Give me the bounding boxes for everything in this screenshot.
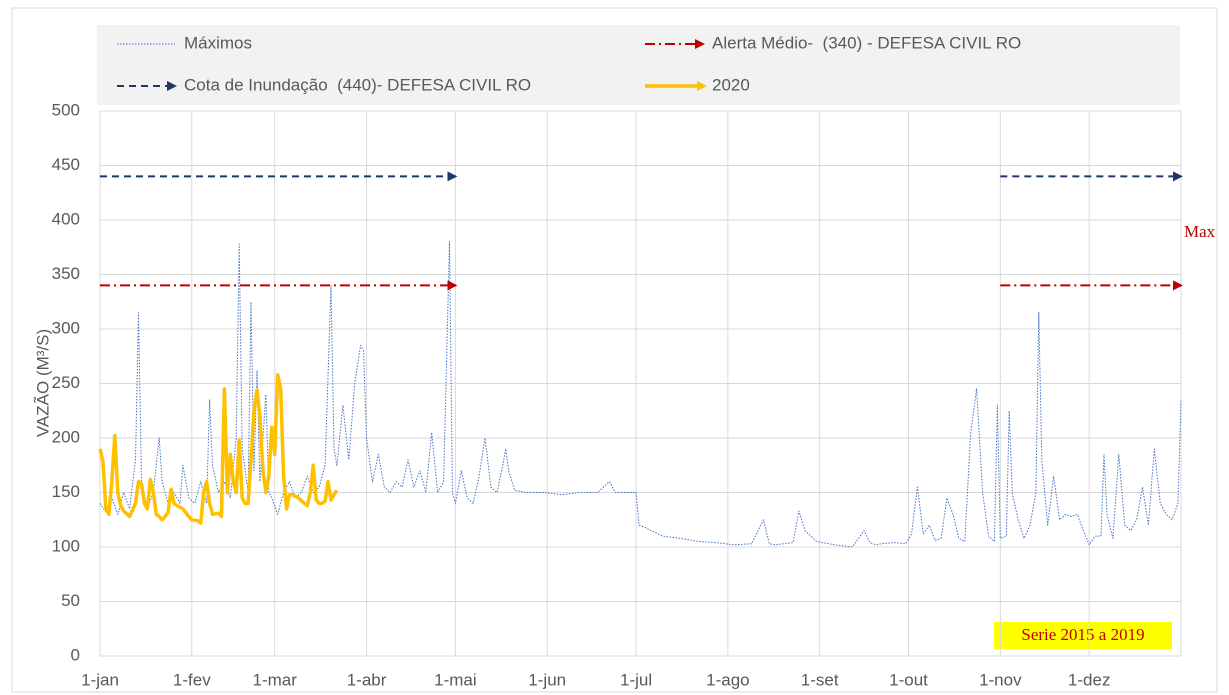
- x-tick-label: 1-dez: [1068, 670, 1111, 689]
- annotation-box: [994, 622, 1172, 649]
- y-tick-label: 500: [52, 100, 80, 119]
- y-tick-label: 400: [52, 209, 80, 228]
- legend-label: Cota de Inundação (440)- DEFESA CIVIL RO: [184, 75, 531, 94]
- x-tick-label: 1-jan: [81, 670, 119, 689]
- series-line: [99, 241, 1182, 548]
- legend-box: [97, 25, 1180, 105]
- x-tick-label: 1-ago: [706, 670, 749, 689]
- annotation: Serie 2015 a 2019: [1021, 625, 1144, 644]
- annotation: Max: [1184, 222, 1216, 241]
- series-line: [98, 373, 339, 525]
- x-tick-label: 1-fev: [173, 670, 211, 689]
- y-tick-label: 0: [71, 645, 80, 664]
- y-tick-label: 150: [52, 482, 80, 501]
- legend-label: Alerta Médio- (340) - DEFESA CIVIL RO: [712, 33, 1021, 52]
- x-tick-label: 1-abr: [347, 670, 387, 689]
- chart-border: [11, 7, 1218, 693]
- x-tick-label: 1-jul: [620, 670, 652, 689]
- y-tick-label: 250: [52, 373, 80, 392]
- x-tick-label: 1-mar: [253, 670, 298, 689]
- x-tick-label: 1-out: [889, 670, 928, 689]
- y-tick-label: 300: [52, 318, 80, 337]
- y-tick-label: 50: [61, 591, 80, 610]
- x-tick-label: 1-set: [801, 670, 839, 689]
- y-tick-label: 100: [52, 536, 80, 555]
- y-tick-label: 450: [52, 155, 80, 174]
- x-tick-label: 1-nov: [979, 670, 1022, 689]
- legend-arrow: [697, 81, 707, 91]
- y-axis-title: VAZÃO (M³/S): [33, 329, 52, 437]
- legend-label: Máximos: [184, 33, 252, 52]
- y-tick-label: 350: [52, 264, 80, 283]
- x-tick-label: 1-jun: [528, 670, 566, 689]
- y-tick-label: 200: [52, 427, 80, 446]
- x-tick-label: 1-mai: [434, 670, 477, 689]
- legend-label: 2020: [712, 75, 750, 94]
